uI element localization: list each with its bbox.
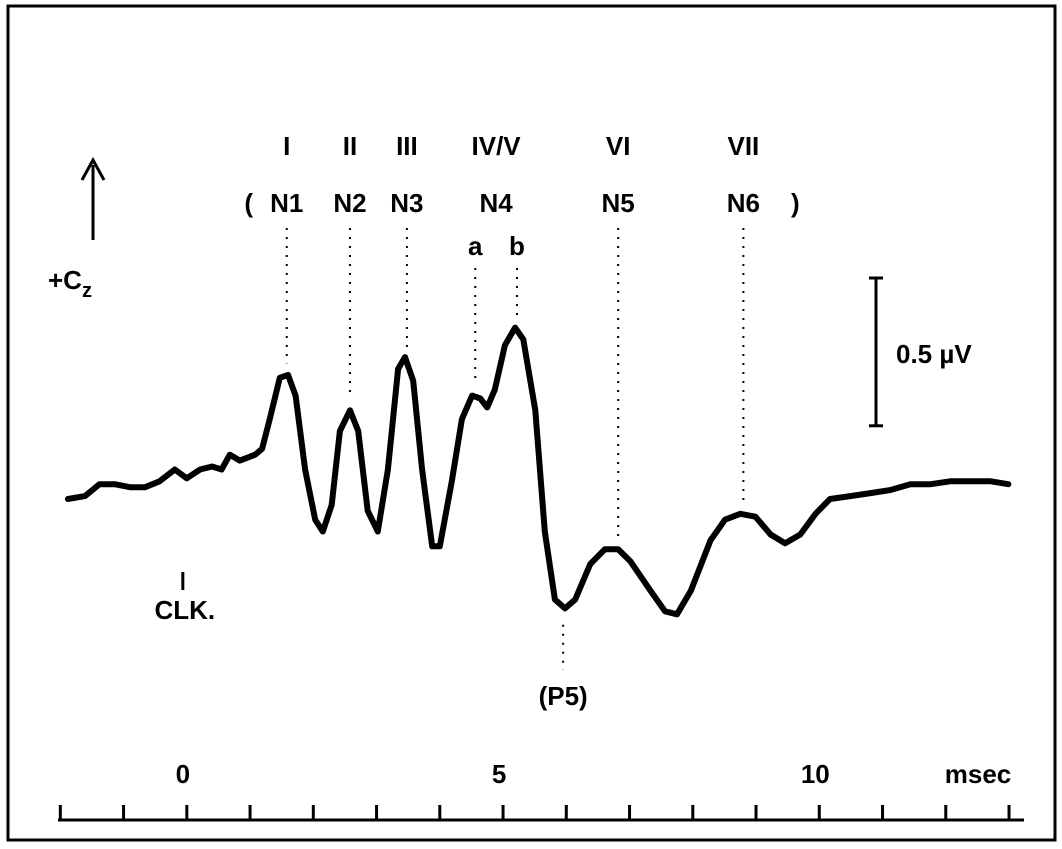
peak-roman: VI — [606, 131, 631, 161]
peak-roman: II — [343, 131, 357, 161]
peak-wave: N4 — [479, 188, 513, 218]
paren-open: ( — [244, 188, 253, 218]
peak-roman: I — [283, 131, 290, 161]
paren-close: ) — [791, 188, 800, 218]
trough-label: (P5) — [539, 681, 588, 711]
peak-wave: N1 — [270, 188, 303, 218]
scale-bar-label: 0.5 µV — [896, 339, 972, 369]
peak-wave: N2 — [333, 188, 366, 218]
waveform — [64, 324, 1012, 618]
peak-wave: N3 — [390, 188, 423, 218]
peak-wave: N6 — [727, 188, 760, 218]
x-tick-label: 0 — [176, 759, 190, 789]
x-tick-label: 10 — [801, 759, 830, 789]
subpeak-label: a — [468, 231, 483, 261]
polarity-text: +C — [48, 265, 82, 295]
stimulus-label: CLK. — [154, 595, 215, 625]
x-tick-label: 5 — [492, 759, 506, 789]
polarity-subscript: z — [82, 280, 92, 302]
polarity-label: +Cz — [48, 265, 92, 302]
subpeak-label: b — [509, 231, 525, 261]
peak-roman: VII — [727, 131, 759, 161]
peak-roman: IV/V — [472, 131, 522, 161]
peak-roman: III — [396, 131, 418, 161]
peak-wave: N5 — [602, 188, 635, 218]
x-unit: msec — [945, 759, 1012, 789]
frame — [6, 4, 1057, 842]
polarity-arrow-head — [80, 156, 106, 181]
